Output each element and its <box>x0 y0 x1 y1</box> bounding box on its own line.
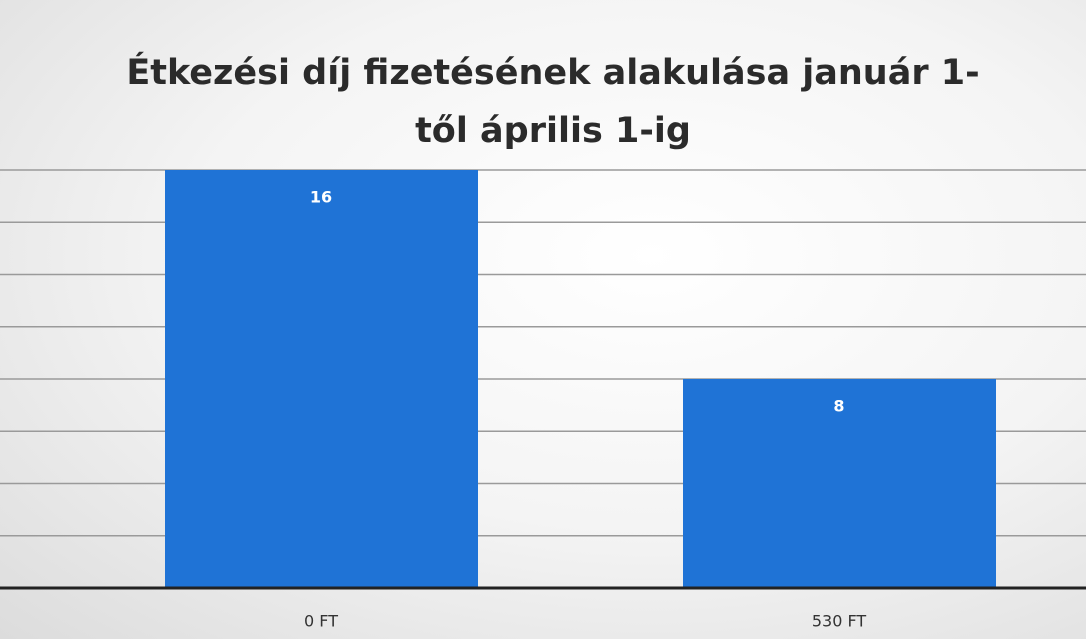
x-tick-label: 0 FT <box>304 612 338 631</box>
bar <box>165 170 478 588</box>
data-label: 8 <box>833 397 844 416</box>
x-tick-label: 530 FT <box>812 612 867 631</box>
chart-title: Étkezési díj fizetésének alakulása januá… <box>126 53 980 151</box>
data-label: 16 <box>310 188 332 207</box>
bar <box>683 379 996 588</box>
